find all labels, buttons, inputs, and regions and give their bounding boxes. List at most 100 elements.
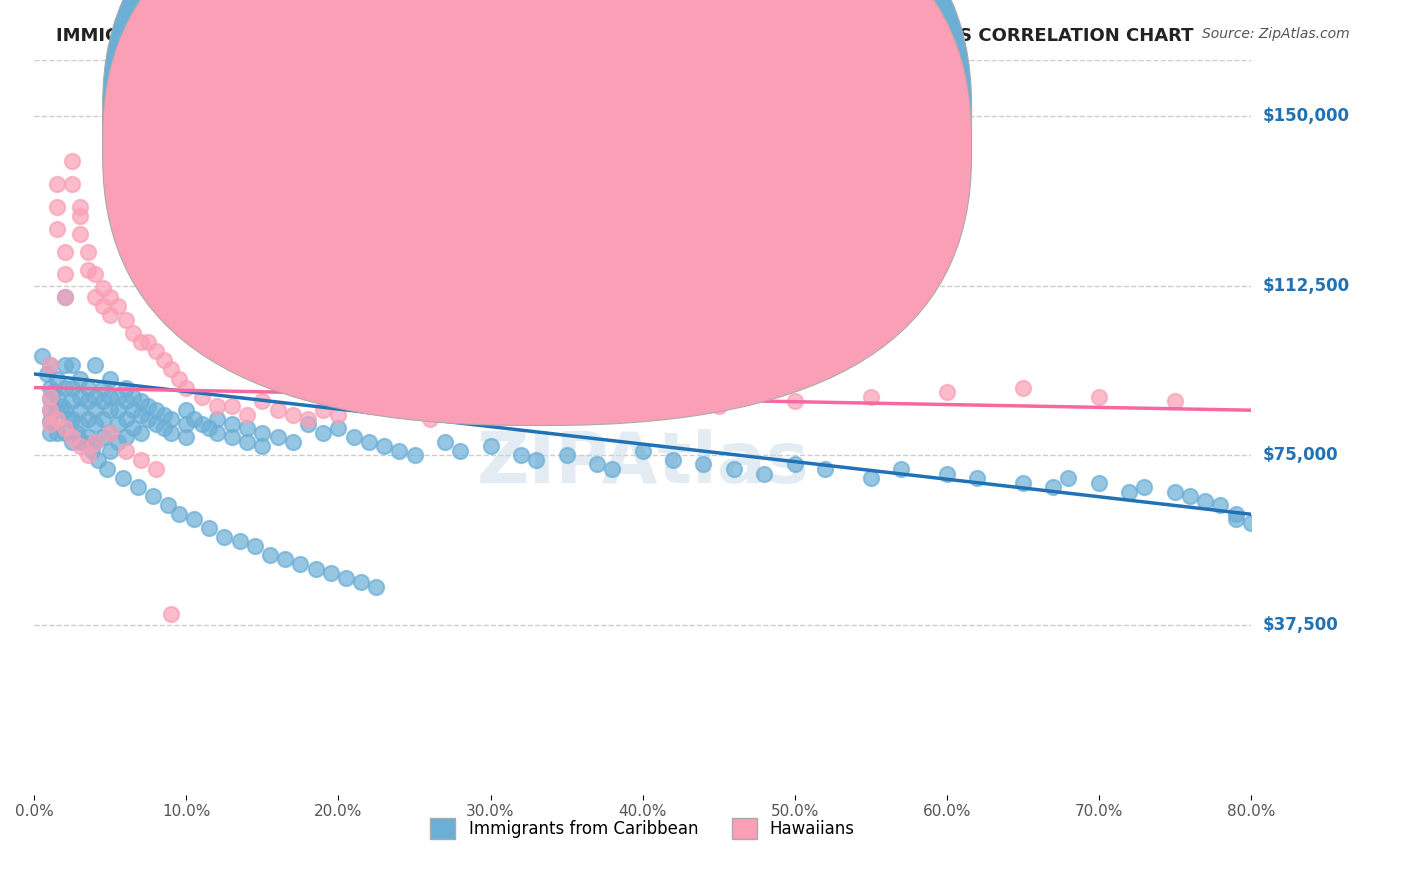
Point — [935, 467, 957, 481]
Point — [160, 607, 183, 621]
Point — [890, 462, 912, 476]
Point — [69, 390, 91, 404]
Point — [96, 462, 118, 476]
Point — [35, 367, 58, 381]
Point — [252, 394, 274, 409]
Point — [69, 200, 91, 214]
Point — [723, 462, 745, 476]
Point — [91, 299, 114, 313]
Point — [46, 177, 69, 191]
Point — [221, 430, 243, 444]
Point — [1240, 516, 1263, 531]
Point — [114, 380, 136, 394]
Point — [357, 434, 380, 449]
Point — [114, 312, 136, 326]
Point — [236, 434, 259, 449]
Point — [69, 403, 91, 417]
Point — [53, 358, 76, 372]
Point — [38, 392, 60, 406]
Point — [335, 570, 357, 584]
Point — [221, 417, 243, 431]
Point — [305, 561, 328, 575]
Point — [107, 390, 129, 404]
Point — [100, 443, 122, 458]
Text: $112,500: $112,500 — [1263, 277, 1350, 294]
Point — [1042, 480, 1064, 494]
Point — [966, 471, 988, 485]
Point — [69, 417, 91, 431]
Point — [449, 443, 471, 458]
Point — [53, 380, 76, 394]
Point — [56, 412, 79, 426]
Point — [259, 548, 281, 562]
Point — [69, 371, 91, 385]
Point — [100, 371, 122, 385]
Point — [53, 244, 76, 259]
Point — [152, 421, 174, 435]
Point — [388, 403, 411, 417]
Point — [205, 412, 228, 426]
Point — [129, 335, 152, 350]
Point — [631, 443, 654, 458]
Point — [586, 458, 609, 472]
Point — [433, 434, 456, 449]
Point — [600, 408, 623, 422]
Point — [53, 403, 76, 417]
Point — [107, 417, 129, 431]
Text: $37,500: $37,500 — [1263, 616, 1339, 634]
Point — [100, 290, 122, 304]
Point — [69, 209, 91, 223]
Point — [69, 434, 91, 449]
Point — [114, 412, 136, 426]
Point — [107, 403, 129, 417]
Point — [122, 403, 145, 417]
Point — [281, 408, 304, 422]
Point — [176, 380, 198, 394]
Point — [524, 453, 547, 467]
Point — [1087, 390, 1109, 404]
Point — [60, 154, 83, 169]
Point — [84, 390, 107, 404]
Point — [60, 430, 83, 444]
Point — [87, 453, 110, 467]
Point — [91, 380, 114, 394]
Point — [859, 390, 882, 404]
Point — [167, 371, 190, 385]
Point — [60, 434, 83, 449]
Point — [198, 421, 221, 435]
Point — [138, 399, 160, 413]
Point — [243, 539, 266, 553]
Point — [100, 425, 122, 440]
Point — [100, 308, 122, 322]
Point — [350, 575, 373, 590]
Point — [479, 439, 502, 453]
Point — [38, 358, 60, 372]
Point — [814, 462, 837, 476]
Point — [859, 471, 882, 485]
Point — [84, 403, 107, 417]
Text: $150,000: $150,000 — [1263, 107, 1350, 125]
Point — [266, 403, 288, 417]
Point — [176, 417, 198, 431]
Point — [252, 439, 274, 453]
Point — [111, 471, 134, 485]
Point — [60, 177, 83, 191]
Point — [176, 403, 198, 417]
Legend: Immigrants from Caribbean, Hawaiians: Immigrants from Caribbean, Hawaiians — [423, 812, 862, 846]
Point — [935, 385, 957, 400]
Point — [1225, 512, 1247, 526]
Point — [198, 521, 221, 535]
Point — [66, 425, 89, 440]
Point — [783, 458, 806, 472]
Point — [555, 403, 578, 417]
Point — [91, 281, 114, 295]
Point — [122, 421, 145, 435]
Point — [76, 430, 98, 444]
Point — [1164, 484, 1187, 499]
Point — [107, 434, 129, 449]
Point — [84, 434, 107, 449]
Point — [38, 358, 60, 372]
Point — [1178, 489, 1201, 503]
Point — [53, 268, 76, 282]
Point — [145, 403, 167, 417]
